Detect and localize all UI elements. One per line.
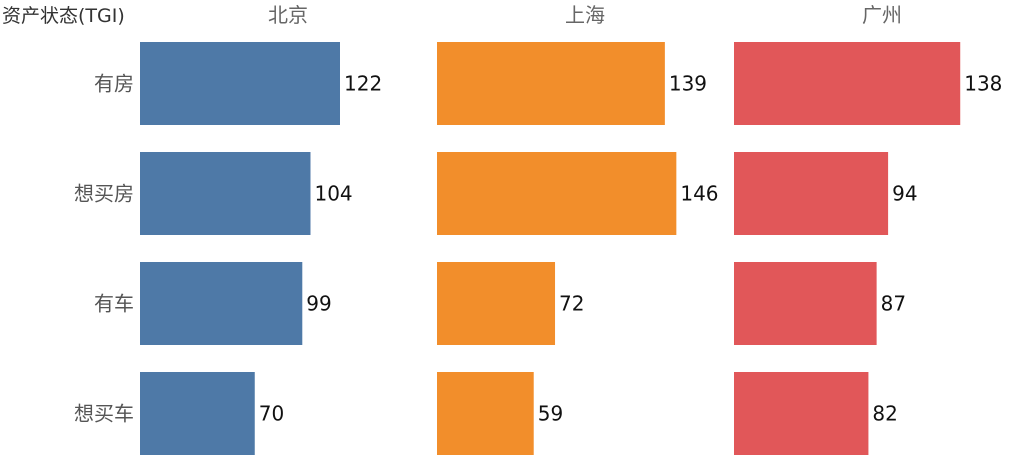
- category-label: 有房: [94, 72, 134, 96]
- bar: [437, 42, 665, 125]
- data-label: 72: [559, 292, 584, 316]
- data-label: 122: [344, 72, 382, 96]
- bar: [140, 152, 311, 235]
- category-label: 想买房: [74, 182, 134, 206]
- data-label: 82: [872, 402, 897, 426]
- bar: [437, 152, 677, 235]
- data-label: 59: [538, 402, 563, 426]
- data-label: 94: [892, 182, 917, 206]
- bar: [437, 372, 534, 455]
- data-label: 138: [964, 72, 1002, 96]
- category-label: 有车: [94, 292, 134, 316]
- series-header: 上海: [565, 3, 605, 27]
- bar: [734, 42, 961, 125]
- data-label: 104: [314, 182, 352, 206]
- series-header: 广州: [862, 3, 902, 27]
- bar: [734, 372, 869, 455]
- bar: [734, 152, 889, 235]
- data-label: 99: [306, 292, 331, 316]
- data-label: 146: [680, 182, 718, 206]
- data-label: 87: [881, 292, 906, 316]
- bar: [734, 262, 877, 345]
- bar: [140, 262, 303, 345]
- bar: [140, 42, 340, 125]
- data-label: 70: [259, 402, 284, 426]
- chart-title: 资产状态(TGI): [2, 5, 125, 27]
- series-header: 北京: [268, 3, 308, 27]
- bar: [140, 372, 255, 455]
- data-label: 139: [669, 72, 707, 96]
- category-label: 想买车: [74, 402, 134, 426]
- bar: [437, 262, 556, 345]
